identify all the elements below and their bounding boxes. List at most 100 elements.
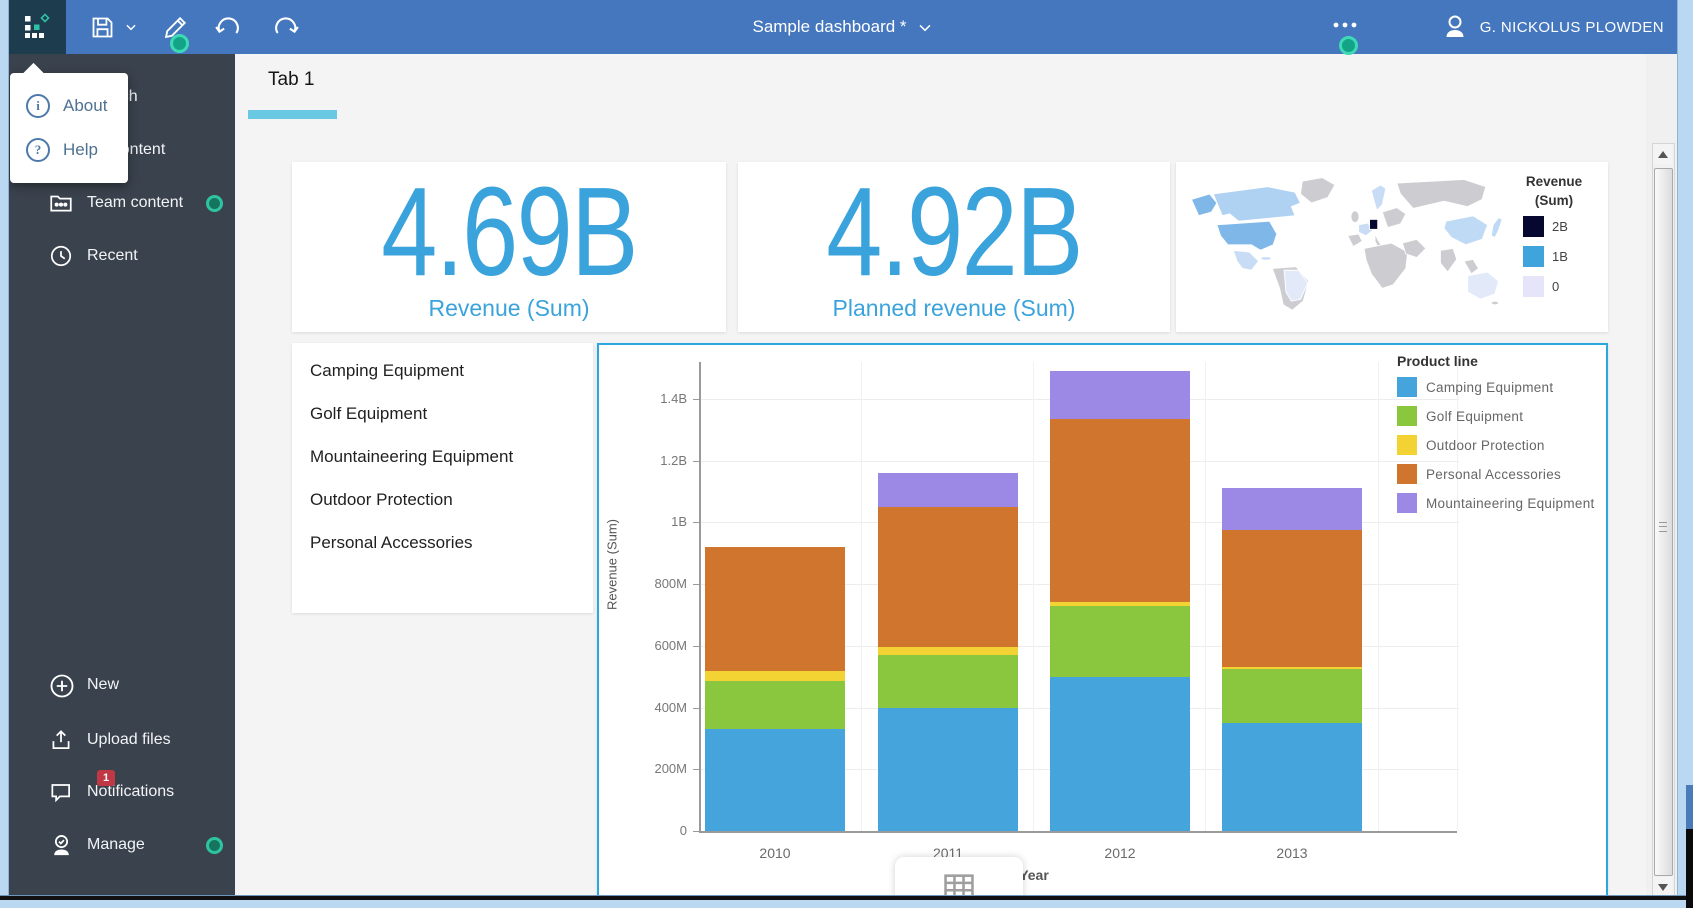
tab-active-indicator [248, 110, 337, 119]
window-border-right [1677, 0, 1693, 908]
sidebar-item-recent[interactable]: Recent [8, 231, 235, 281]
x-tick-label: 2012 [1104, 845, 1136, 861]
chevron-down-icon [126, 24, 136, 31]
legend-label: Golf Equipment [1426, 408, 1524, 424]
y-tick-mark [693, 398, 699, 400]
bar-segment-camping-equipment-2010[interactable] [705, 729, 845, 831]
y-tick-label: 1B [671, 514, 687, 530]
edit-button[interactable] [154, 0, 198, 54]
sidebar-item-notifications[interactable]: 1 Notifications [8, 767, 235, 817]
legend-swatch [1397, 435, 1417, 455]
legend-entry[interactable]: Mountaineering Equipment [1397, 493, 1595, 513]
bar-segment-camping-equipment-2013[interactable] [1222, 722, 1362, 831]
window-corner [1686, 785, 1693, 829]
bar-segment-golf-equipment-2013[interactable] [1222, 668, 1362, 723]
kpi-card-planned-revenue[interactable]: 4.92B Planned revenue (Sum) [738, 162, 1170, 332]
bar-segment-outdoor-protection-2012[interactable] [1050, 602, 1190, 606]
new-content-dot [206, 194, 223, 212]
y-tick-label: 0 [679, 823, 687, 838]
gridline-v [861, 362, 862, 831]
bar-segment-outdoor-protection-2010[interactable] [705, 670, 845, 682]
kpi-label: Planned revenue (Sum) [832, 295, 1076, 321]
map-legend-swatch [1523, 216, 1544, 237]
y-axis-title: Revenue (Sum) [604, 518, 620, 611]
bar-segment-personal-accessories-2013[interactable] [1222, 530, 1362, 667]
tab-1[interactable]: Tab 1 [268, 69, 315, 90]
redo-button[interactable] [264, 0, 308, 54]
manage-icon [48, 832, 74, 858]
app-logo-icon [25, 13, 50, 38]
sidebar-item-team-content[interactable]: Team content [8, 178, 235, 228]
legend-swatch [1397, 464, 1417, 484]
legend-entry[interactable]: Outdoor Protection [1397, 435, 1545, 455]
map-legend-title: Revenue (Sum) [1525, 174, 1583, 208]
world-map [1190, 177, 1503, 311]
dashboard-title-text: Sample dashboard * [752, 17, 907, 36]
scrollbar-thumb[interactable] [1654, 168, 1673, 876]
scrollbar-down-button[interactable] [1653, 877, 1672, 897]
product-line-item[interactable]: Mountaineering Equipment [310, 447, 514, 466]
menu-item-about[interactable]: i About [26, 89, 120, 123]
sidebar-item-new[interactable]: New [8, 660, 235, 710]
redo-icon [275, 17, 299, 34]
sidebar-item-manage[interactable]: Manage [8, 820, 235, 870]
sidebar-item-label: Team content [87, 194, 184, 211]
bar-segment-golf-equipment-2010[interactable] [705, 681, 845, 730]
y-tick-mark [693, 522, 699, 524]
bar-segment-mountaineering-equipment-2011[interactable] [878, 473, 1018, 507]
chevron-down-icon [919, 24, 931, 31]
product-line-item[interactable]: Personal Accessories [310, 533, 473, 552]
bar-segment-personal-accessories-2010[interactable] [705, 547, 845, 671]
bar-segment-outdoor-protection-2011[interactable] [878, 647, 1018, 656]
bar-segment-camping-equipment-2011[interactable] [878, 707, 1018, 831]
app-logo-button[interactable] [8, 0, 66, 54]
notifications-icon: 1 [48, 770, 115, 805]
user-menu[interactable]: G. NICKOLUS PLOWDEN [1440, 0, 1664, 54]
more-button[interactable] [1322, 0, 1368, 55]
team-content-icon [48, 190, 74, 216]
scrollbar-up-button[interactable] [1653, 144, 1672, 164]
bar-segment-personal-accessories-2011[interactable] [878, 506, 1018, 648]
product-line-list-card: Camping Equipment Golf Equipment Mountaine… [292, 343, 593, 613]
sidebar-item-upload-files[interactable]: Upload files [8, 715, 235, 765]
menu-item-help[interactable]: ? Help [26, 133, 120, 167]
menu-item-label: Help [63, 140, 98, 159]
sidebar-item-label: Upload files [87, 731, 171, 748]
map-legend-label: 0 [1552, 279, 1560, 294]
bar-segment-golf-equipment-2011[interactable] [878, 655, 1018, 708]
dashboard-title[interactable]: Sample dashboard * [752, 0, 933, 54]
legend-swatch [1397, 377, 1417, 397]
product-line-item[interactable]: Golf Equipment [310, 404, 428, 423]
bar-segment-outdoor-protection-2013[interactable] [1222, 666, 1362, 669]
new-content-dot [206, 836, 223, 854]
save-button[interactable] [82, 0, 122, 54]
legend-swatch [1397, 406, 1417, 426]
bar-segment-camping-equipment-2012[interactable] [1050, 676, 1190, 831]
kpi-card-revenue[interactable]: 4.69B Revenue (Sum) [292, 162, 726, 332]
bar-segment-mountaineering-equipment-2013[interactable] [1222, 488, 1362, 531]
user-name: G. NICKOLUS PLOWDEN [1479, 18, 1664, 36]
edit-notification-dot [170, 34, 189, 53]
legend-entry[interactable]: Golf Equipment [1397, 406, 1523, 426]
y-tick-mark [693, 769, 699, 771]
legend-label: Camping Equipment [1426, 379, 1554, 395]
map-legend-label: 2B [1552, 219, 1568, 234]
save-icon [92, 17, 112, 37]
bar-segment-personal-accessories-2012[interactable] [1050, 419, 1190, 602]
undo-button[interactable] [206, 0, 250, 54]
stacked-bar-chart-card[interactable]: Revenue (Sum) 0 200M 400M 600M 800M 1B 1.2B 1.4… [597, 343, 1608, 907]
product-line-item[interactable]: Camping Equipment [310, 361, 465, 380]
about-icon: i [26, 94, 50, 118]
kpi-label: Revenue (Sum) [428, 295, 590, 321]
kpi-value: 4.69B [381, 161, 638, 302]
legend-entry[interactable]: Camping Equipment [1397, 377, 1553, 397]
map-legend-entry: 2B [1523, 216, 1568, 237]
bar-segment-mountaineering-equipment-2012[interactable] [1050, 371, 1190, 419]
map-card[interactable] [1176, 162, 1608, 332]
save-options-chevron[interactable] [120, 0, 142, 54]
bar-segment-golf-equipment-2012[interactable] [1050, 605, 1190, 677]
legend-entry[interactable]: Personal Accessories [1397, 464, 1561, 484]
gridline-v [1033, 362, 1034, 831]
product-line-item[interactable]: Outdoor Protection [310, 490, 453, 509]
y-axis-line [699, 362, 701, 833]
